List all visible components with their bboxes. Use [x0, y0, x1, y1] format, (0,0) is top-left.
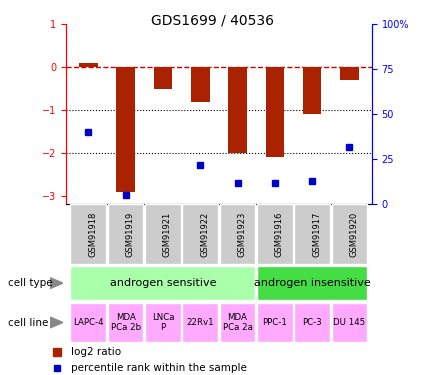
Text: PC-3: PC-3: [302, 318, 322, 327]
Bar: [182, 303, 218, 342]
Text: GSM91920: GSM91920: [349, 212, 358, 257]
Text: GSM91918: GSM91918: [88, 211, 97, 257]
Bar: [257, 204, 293, 264]
Bar: [71, 266, 255, 300]
Text: androgen sensitive: androgen sensitive: [110, 278, 216, 288]
Bar: [145, 303, 181, 342]
Bar: [191, 67, 210, 102]
Text: GSM91921: GSM91921: [163, 212, 172, 257]
Bar: [79, 63, 98, 67]
Bar: [294, 303, 330, 342]
Bar: [108, 303, 144, 342]
Polygon shape: [50, 317, 63, 328]
Text: GSM91923: GSM91923: [238, 211, 246, 257]
Text: MDA
PCa 2b: MDA PCa 2b: [110, 313, 141, 332]
Text: GSM91922: GSM91922: [200, 212, 209, 257]
Text: PPC-1: PPC-1: [262, 318, 287, 327]
Bar: [257, 303, 293, 342]
Text: GSM91917: GSM91917: [312, 211, 321, 257]
Bar: [116, 67, 135, 192]
Text: DU 145: DU 145: [333, 318, 366, 327]
Text: GDS1699 / 40536: GDS1699 / 40536: [151, 13, 274, 27]
Text: 22Rv1: 22Rv1: [187, 318, 214, 327]
Bar: [332, 303, 367, 342]
Text: GSM91916: GSM91916: [275, 211, 284, 257]
Bar: [340, 67, 359, 80]
Bar: [228, 67, 247, 153]
Text: LNCa
P: LNCa P: [152, 313, 174, 332]
Text: log2 ratio: log2 ratio: [71, 347, 122, 357]
Bar: [257, 266, 367, 300]
Text: cell type: cell type: [8, 278, 53, 288]
Polygon shape: [50, 278, 63, 288]
Text: LAPC-4: LAPC-4: [73, 318, 104, 327]
Bar: [153, 67, 172, 88]
Bar: [332, 204, 367, 264]
Bar: [220, 204, 255, 264]
Text: MDA
PCa 2a: MDA PCa 2a: [223, 313, 252, 332]
Bar: [108, 204, 144, 264]
Bar: [182, 204, 218, 264]
Text: percentile rank within the sample: percentile rank within the sample: [71, 363, 247, 373]
Bar: [145, 204, 181, 264]
Text: GSM91919: GSM91919: [125, 212, 135, 257]
Bar: [303, 67, 321, 114]
Bar: [220, 303, 255, 342]
Text: androgen insensitive: androgen insensitive: [254, 278, 371, 288]
Bar: [71, 303, 106, 342]
Text: cell line: cell line: [8, 318, 49, 327]
Bar: [266, 67, 284, 157]
Bar: [71, 204, 106, 264]
Bar: [294, 204, 330, 264]
